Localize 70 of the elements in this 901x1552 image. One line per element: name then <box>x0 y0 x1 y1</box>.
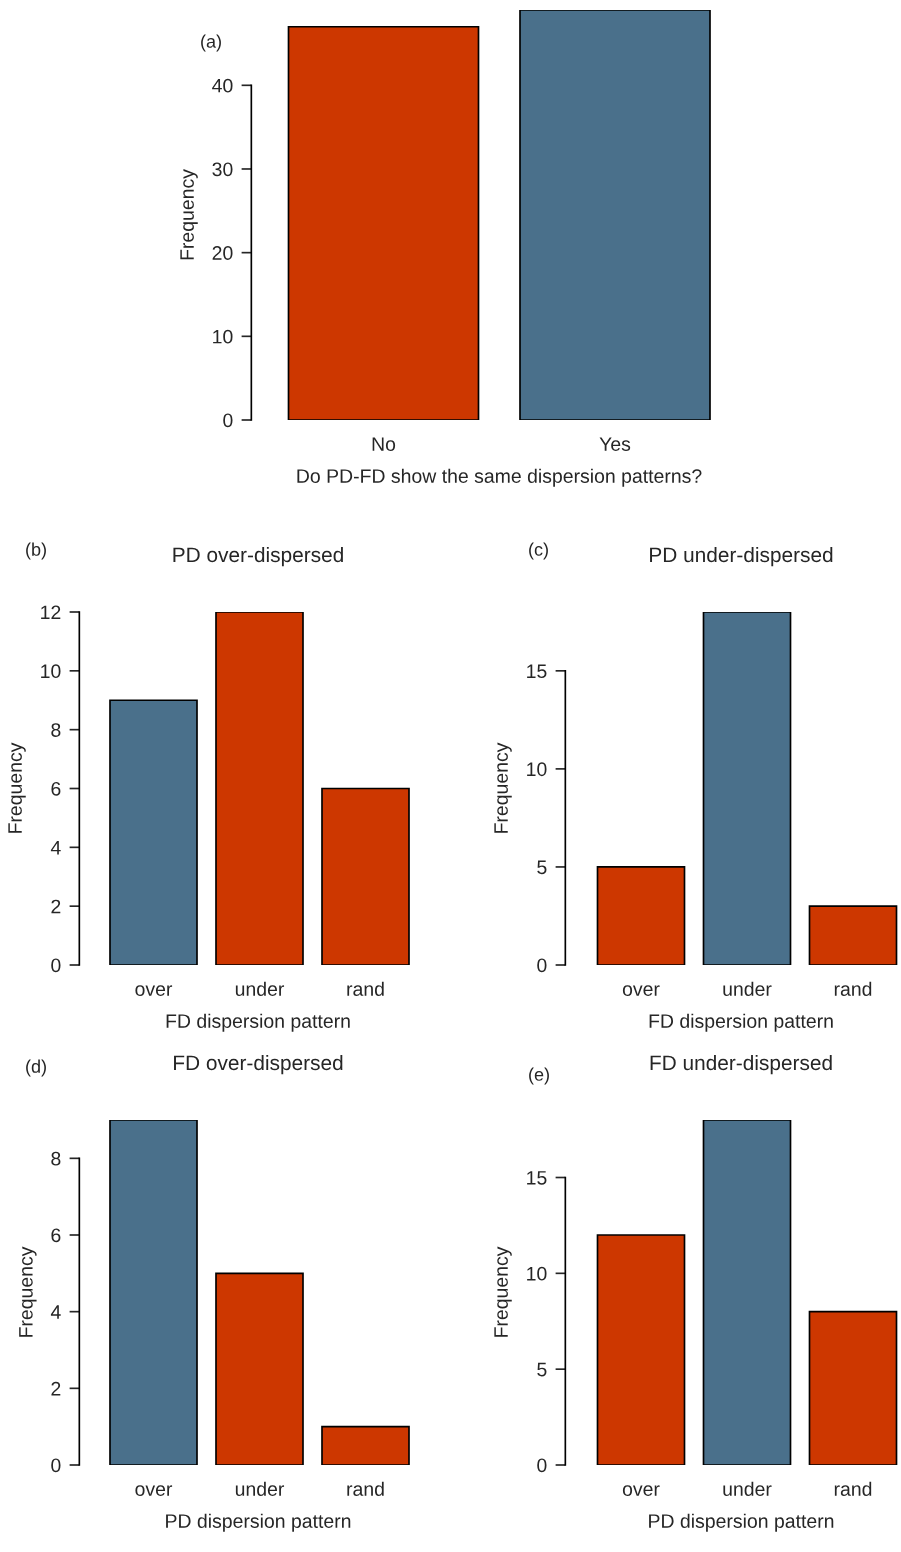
x-tick-label: rand <box>347 1481 384 1496</box>
y-tick-label: 40 <box>212 78 233 93</box>
text: (d) <box>26 1059 46 1077</box>
text: (a) <box>201 34 221 52</box>
y-tick-label: 15 <box>527 664 547 679</box>
y-axis-title: Frequency <box>19 1246 37 1337</box>
chart-title: FD over-dispersed <box>174 1054 343 1075</box>
x-axis-title: Do PD-FD show the same dispersion patterns? <box>297 468 702 487</box>
bar <box>321 1425 410 1465</box>
bar <box>702 612 792 965</box>
x-tick-label: over <box>135 1485 173 1496</box>
chart-title: FD under-dispersed <box>650 1054 832 1075</box>
x-tick-label: rand <box>347 981 384 996</box>
y-tick-label: 2 <box>51 899 61 914</box>
text: (c) <box>529 542 548 560</box>
bar <box>596 1234 686 1465</box>
y-tick-label: 0 <box>537 958 547 973</box>
x-tick-label: over <box>622 985 660 996</box>
y-tick-label: 5 <box>537 860 547 875</box>
y-tick-label: 8 <box>51 1151 61 1166</box>
y-tick-label: 0 <box>537 1458 547 1473</box>
bar <box>109 699 198 965</box>
y-tick-label: 4 <box>50 1305 61 1319</box>
y-tick-label: 0 <box>51 1458 61 1473</box>
y-tick-label: 10 <box>527 762 547 777</box>
y-axis-title: Frequency <box>494 1246 512 1337</box>
y-tick-label: 6 <box>51 781 61 796</box>
x-axis-title: FD dispersion pattern <box>166 1013 350 1032</box>
y-tick-label: 8 <box>51 723 61 737</box>
bar <box>808 1310 898 1465</box>
y-axis-title: Frequency <box>8 742 26 833</box>
bar <box>215 612 304 965</box>
bar <box>702 1120 792 1465</box>
bar <box>109 1120 198 1465</box>
y-tick-label: 12 <box>41 605 61 620</box>
x-axis-title: PD dispersion pattern <box>166 1513 351 1532</box>
y-tick-label: 2 <box>51 1381 61 1396</box>
y-tick-label: 10 <box>213 329 233 344</box>
bar <box>321 787 410 965</box>
y-tick-label: 0 <box>223 413 233 428</box>
bar <box>596 866 686 965</box>
y-tick-label: 30 <box>212 162 233 177</box>
y-tick-label: 5 <box>537 1362 547 1377</box>
x-tick-label: under <box>235 1481 285 1496</box>
x-tick-label: under <box>723 1481 772 1496</box>
y-axis-title: Frequency <box>180 169 198 260</box>
x-tick-label: Yes <box>599 437 631 451</box>
y-tick-label: 0 <box>51 958 61 973</box>
y-tick-label: 6 <box>51 1228 61 1243</box>
y-tick-label: 4 <box>50 841 61 855</box>
x-tick-label: under <box>235 981 285 996</box>
x-axis-title: PD dispersion pattern <box>649 1513 834 1532</box>
chart-title: PD over-dispersed <box>173 546 343 567</box>
x-tick-label: under <box>723 981 772 996</box>
y-tick-label: 15 <box>527 1171 547 1185</box>
y-tick-label: 20 <box>212 246 233 260</box>
text: (e) <box>529 1067 549 1085</box>
x-tick-label: over <box>135 985 173 996</box>
x-tick-label: rand <box>834 981 872 996</box>
chart-title: PD under-dispersed <box>650 546 833 567</box>
y-tick-label: 10 <box>41 664 61 679</box>
text: (b) <box>26 542 46 560</box>
bar <box>808 905 898 965</box>
x-tick-label: No <box>372 437 396 451</box>
y-tick-label: 10 <box>527 1266 547 1281</box>
x-tick-label: rand <box>834 1481 872 1496</box>
bar <box>215 1272 304 1465</box>
x-tick-label: over <box>622 1485 660 1496</box>
x-axis-title: FD dispersion pattern <box>649 1013 833 1032</box>
y-axis-title: Frequency <box>494 742 512 833</box>
